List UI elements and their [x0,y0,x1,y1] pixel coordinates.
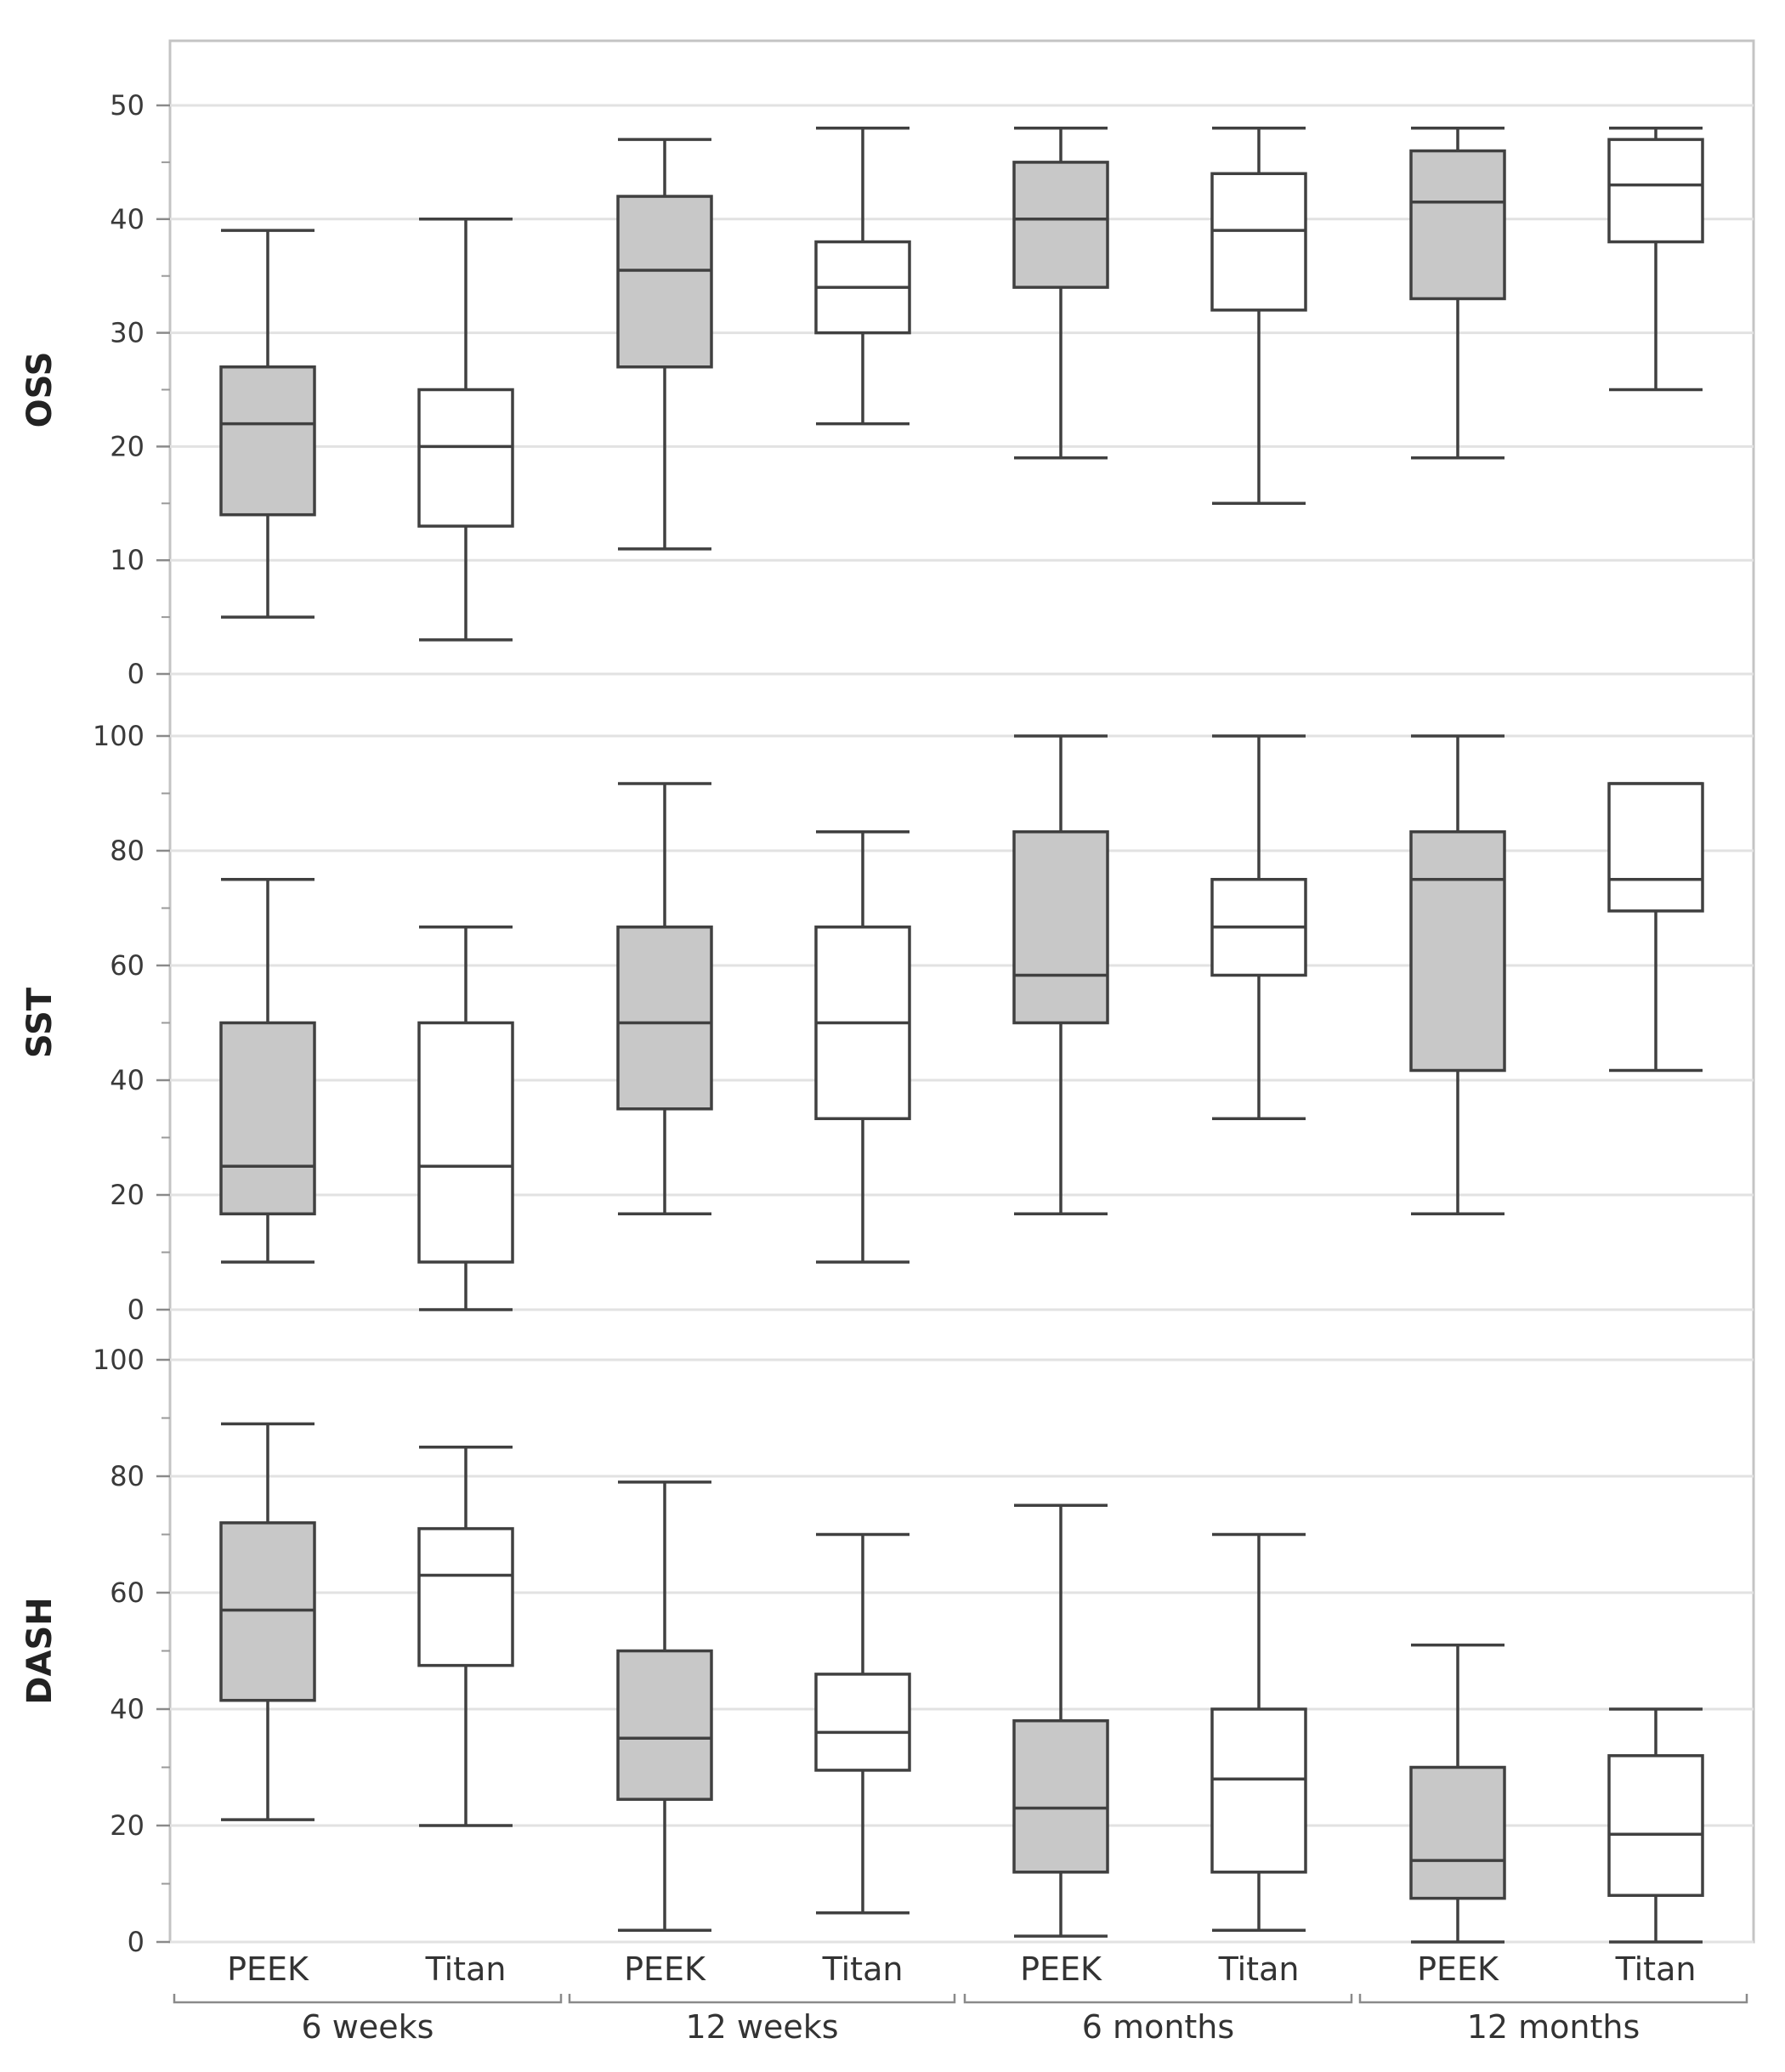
dash-6-months-peek-box [1012,1718,1109,1874]
dash-12-weeks-titan-box [814,1673,911,1772]
y-tick-label: 40 [110,1693,144,1725]
sst-12-months-titan-box [1607,782,1704,913]
y-tick-label: 0 [128,658,144,690]
y-tick-label: 60 [110,1577,144,1609]
panel-label-oss: OSS [20,352,60,428]
group-bracket [568,1994,956,2004]
oss-6-weeks-peek-box [219,365,316,517]
y-tick-label: 100 [93,1344,144,1376]
y-tick-label: 100 [93,720,144,752]
sst-6-weeks-titan-box [417,1021,514,1264]
oss-6-weeks-titan-box [417,388,514,528]
oss-12-months-titan-box [1607,138,1704,244]
group-bracket [1358,1994,1748,2004]
sst-12-weeks-peek-box [616,926,713,1111]
y-tick-label: 80 [110,835,144,867]
x-category-label: PEEK [624,1950,706,1988]
y-tick-label: 40 [110,1064,144,1096]
x-category-label: PEEK [1417,1950,1499,1988]
x-group-label: 12 weeks [685,2008,838,2046]
x-category-label: PEEK [227,1950,309,1988]
oss-6-months-titan-box [1210,172,1307,312]
x-group-label: 6 months [1082,2008,1234,2046]
group-bracket [173,1994,563,2004]
y-tick-label: 40 [110,203,144,235]
group-bracket [963,1994,1353,2004]
y-tick-label: 20 [110,1809,144,1842]
x-category-label: PEEK [1020,1950,1102,1988]
y-tick-label: 10 [110,544,144,576]
dash-6-months-titan-box [1210,1707,1307,1874]
x-category-label: Titan [822,1950,904,1988]
y-tick-label: 20 [110,1179,144,1211]
panel-label-dash: DASH [20,1597,60,1704]
oss-12-months-peek-box [1409,149,1506,301]
dash-12-months-peek-box [1409,1765,1506,1900]
panel-label-sst: SST [20,987,60,1058]
x-category-label: Titan [1615,1950,1697,1988]
sst-6-weeks-peek-box [219,1021,316,1216]
dash-12-months-titan-box [1607,1754,1704,1897]
y-tick-label: 20 [110,430,144,462]
plot-frame [168,39,1755,1944]
sst-6-months-peek-box [1012,829,1109,1025]
sst-12-months-peek-box [1409,829,1506,1073]
x-category-label: Titan [425,1950,507,1988]
y-tick-label: 80 [110,1460,144,1492]
x-category-label: Titan [1218,1950,1300,1988]
oss-12-weeks-peek-box [616,195,713,369]
dash-6-weeks-titan-box [417,1526,514,1667]
x-group-label: 6 weeks [302,2008,434,2046]
x-group-label: 12 months [1467,2008,1640,2046]
y-tick-label: 50 [110,89,144,122]
y-tick-label: 30 [110,317,144,349]
y-tick-label: 0 [128,1294,144,1326]
y-tick-label: 0 [128,1926,144,1958]
y-tick-label: 60 [110,949,144,982]
dash-12-weeks-peek-box [616,1649,713,1801]
oss-6-months-peek-box [1012,161,1109,289]
